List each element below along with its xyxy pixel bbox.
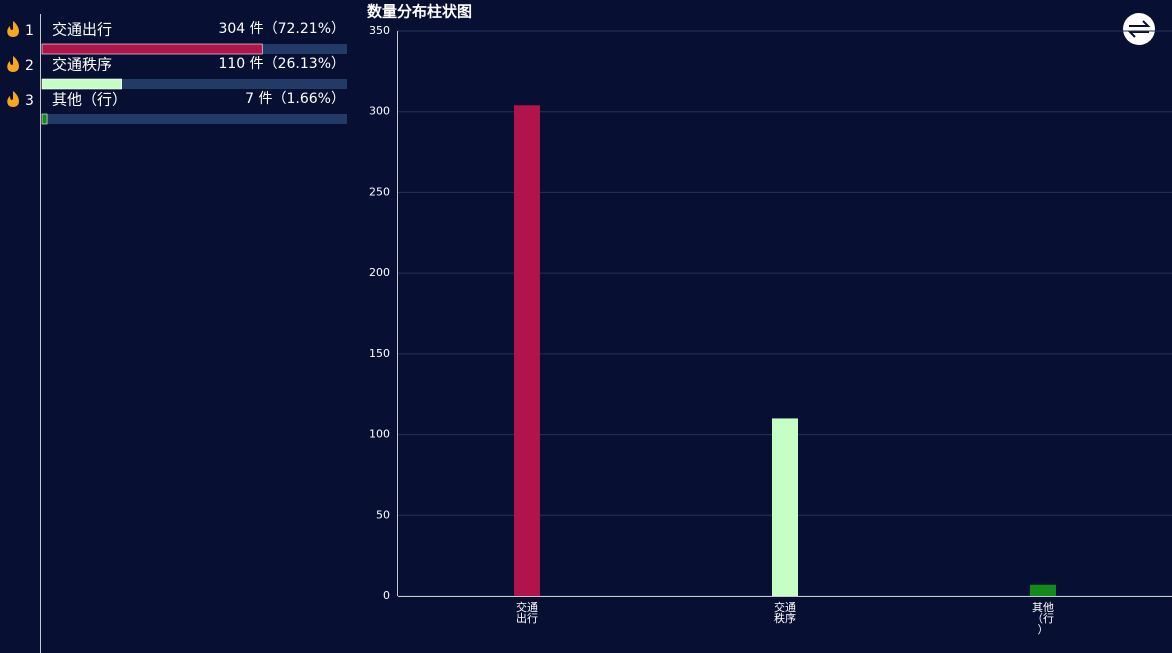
x-tick-label: 交通秩序: [774, 600, 796, 625]
x-tick-label-line: 其他: [1032, 601, 1054, 614]
bar: [1030, 584, 1056, 596]
y-tick-label: 300: [369, 105, 390, 118]
y-tick-label: 100: [369, 428, 390, 441]
progress-bar: [41, 78, 122, 90]
item-name: 其他（行）: [52, 91, 127, 109]
progress-track: [42, 114, 347, 124]
fire-icon: [7, 91, 19, 107]
progress-bar: [41, 43, 263, 55]
y-tick-label: 50: [376, 508, 390, 521]
rank-number: 2: [25, 58, 34, 74]
y-tick-label: 200: [369, 266, 390, 279]
rank-number: 1: [25, 23, 34, 39]
fire-icon: [7, 56, 19, 72]
x-tick-label-line: 交通: [774, 600, 796, 614]
chart-title: 数量分布柱状图: [367, 3, 472, 21]
rank-number: 3: [25, 93, 34, 109]
switch-icon[interactable]: [1127, 20, 1151, 38]
y-tick-label: 150: [369, 347, 390, 360]
x-tick-label: 其他（行）: [1032, 601, 1054, 636]
x-tick-label: 交通出行: [516, 600, 538, 625]
item-label: 304 件（72.21%）: [218, 21, 345, 37]
y-tick-label: 350: [369, 24, 390, 37]
x-tick-label-line: ）: [1038, 623, 1049, 636]
progress-track: [42, 79, 347, 89]
fire-icon: [7, 21, 19, 37]
item-label: 7 件（1.66%）: [245, 91, 345, 107]
item-name: 交通秩序: [52, 56, 112, 74]
switch-button[interactable]: [1123, 13, 1155, 45]
switch-circle[interactable]: [1123, 13, 1155, 45]
y-tick-label: 0: [383, 589, 390, 602]
item-name: 交通出行: [52, 21, 112, 39]
bar: [514, 105, 540, 596]
y-tick-label: 250: [369, 185, 390, 198]
x-tick-label-line: （行: [1032, 612, 1054, 625]
x-tick-label-line: 出行: [516, 611, 538, 625]
progress-bar: [41, 113, 48, 125]
bar: [772, 418, 798, 596]
x-tick-label-line: 秩序: [774, 611, 796, 625]
item-label: 110 件（26.13%）: [218, 56, 345, 72]
x-tick-label-line: 交通: [516, 600, 538, 614]
